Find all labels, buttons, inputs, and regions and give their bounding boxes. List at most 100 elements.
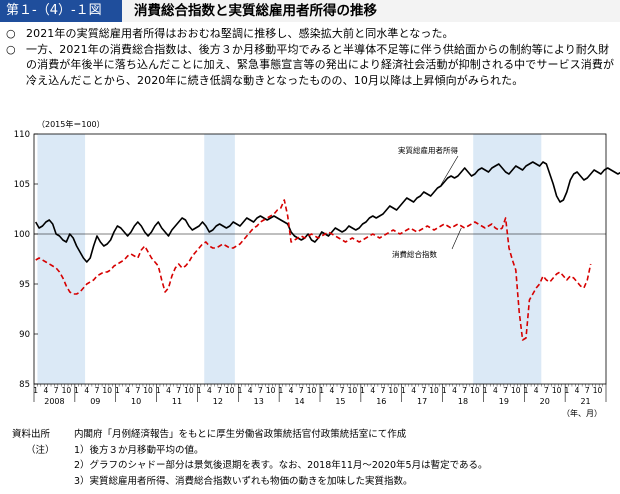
month-tick-label: 10 bbox=[388, 386, 398, 395]
month-tick-label: 1 bbox=[115, 386, 120, 395]
series-lines bbox=[35, 161, 620, 341]
month-tick-label: 10 bbox=[429, 386, 439, 395]
year-label: 16 bbox=[376, 397, 386, 406]
month-tick-label: 4 bbox=[411, 386, 416, 395]
note-row: （注） 1）後方３か月移動平均の値。 bbox=[12, 443, 488, 459]
y-tick-label: 105 bbox=[14, 180, 30, 190]
month-tick-label: 10 bbox=[266, 386, 276, 395]
year-label: 09 bbox=[90, 397, 100, 406]
month-tick-label: 1 bbox=[33, 386, 38, 395]
unit-label: （2015年＝100） bbox=[37, 119, 105, 129]
year-label: 12 bbox=[213, 397, 223, 406]
recession-band bbox=[473, 134, 542, 384]
recession-band bbox=[37, 134, 86, 384]
note-row: 資料出所 内閣府「月例経済報告」をもとに厚生労働省政策統括官付政策統括室にて作成 bbox=[12, 427, 488, 443]
figure-title: 消費総合指数と実質総雇用者所得の推移 bbox=[134, 3, 377, 19]
y-axis: 85 90 95 100 105 110 bbox=[14, 130, 38, 390]
month-tick-label: 1 bbox=[278, 386, 283, 395]
month-tick-label: 7 bbox=[585, 386, 590, 395]
recession-shading bbox=[37, 134, 542, 384]
recession-band bbox=[204, 134, 235, 384]
note-label bbox=[12, 474, 74, 490]
month-tick-label: 7 bbox=[54, 386, 59, 395]
month-tick-label: 4 bbox=[84, 386, 89, 395]
month-tick-label: 4 bbox=[330, 386, 335, 395]
month-tick-label: 10 bbox=[552, 386, 562, 395]
series-line bbox=[35, 199, 592, 341]
note-row: 3）実質総雇用者所得、消費総合指数いずれも物価の動きを加味した実質指数。 bbox=[12, 474, 488, 490]
month-tick-label: 10 bbox=[143, 386, 153, 395]
month-tick-label: 4 bbox=[248, 386, 253, 395]
month-tick-label: 1 bbox=[524, 386, 529, 395]
month-tick-label: 7 bbox=[421, 386, 426, 395]
year-label: 13 bbox=[254, 397, 264, 406]
year-label: 21 bbox=[580, 397, 590, 406]
annotation-leader bbox=[440, 155, 459, 186]
annotation-leader bbox=[451, 227, 462, 250]
month-tick-label: 10 bbox=[348, 386, 358, 395]
y-tick-label: 85 bbox=[19, 380, 30, 390]
year-label: 10 bbox=[131, 397, 141, 406]
year-label: 2008 bbox=[44, 397, 64, 406]
month-tick-label: 4 bbox=[452, 386, 457, 395]
month-tick-label: 7 bbox=[462, 386, 467, 395]
bullet-text: 一方、2021年の消費総合指数は、後方３か月移動平均でみると半導体不足等に伴う供… bbox=[26, 42, 615, 87]
month-tick-label: 1 bbox=[483, 386, 488, 395]
month-tick-label: 7 bbox=[503, 386, 508, 395]
month-tick-label: 1 bbox=[442, 386, 447, 395]
year-label: 17 bbox=[417, 397, 427, 406]
y-tick-label: 100 bbox=[14, 230, 30, 240]
month-tick-label: 10 bbox=[470, 386, 480, 395]
note-text: 1）後方３か月移動平均の値。 bbox=[74, 444, 204, 456]
month-tick-label: 1 bbox=[360, 386, 365, 395]
y-tick-label: 110 bbox=[14, 130, 30, 140]
month-tick-label: 7 bbox=[135, 386, 140, 395]
month-tick-label: 10 bbox=[62, 386, 72, 395]
summary-bullet: ○ 一方、2021年の消費総合指数は、後方３か月移動平均でみると半導体不足等に伴… bbox=[0, 42, 616, 89]
note-text: 2）グラフのシャドー部分は景気後退期を表す。なお、2018年11月～2020年5… bbox=[74, 460, 488, 471]
summary: ○ 2021年の実質総雇用者所得はおおむね堅調に推移し、感染拡大前と同水準となっ… bbox=[0, 26, 616, 88]
month-tick-label: 4 bbox=[370, 386, 375, 395]
month-tick-label: 10 bbox=[102, 386, 112, 395]
note-label bbox=[12, 458, 74, 474]
year-label: 19 bbox=[499, 397, 509, 406]
month-tick-label: 7 bbox=[258, 386, 263, 395]
month-tick-label: 4 bbox=[493, 386, 498, 395]
figure-number: 第１-（4）-１図 bbox=[0, 0, 122, 22]
year-label: 11 bbox=[172, 397, 182, 406]
series-line bbox=[35, 161, 620, 263]
y-tick-label: 95 bbox=[19, 280, 30, 290]
bullet-marker: ○ bbox=[6, 27, 16, 40]
month-tick-label: 4 bbox=[125, 386, 130, 395]
note-text: 3）実質総雇用者所得、消費総合指数いずれも物価の動きを加味した実質指数。 bbox=[74, 475, 413, 487]
month-tick-label: 7 bbox=[217, 386, 222, 395]
month-tick-label: 4 bbox=[166, 386, 171, 395]
month-tick-label: 7 bbox=[340, 386, 345, 395]
month-tick-label: 7 bbox=[544, 386, 549, 395]
notes: 資料出所 内閣府「月例経済報告」をもとに厚生労働省政策統括官付政策統括室にて作成… bbox=[12, 427, 488, 489]
year-label: 18 bbox=[458, 397, 468, 406]
note-label: 資料出所 bbox=[12, 429, 51, 440]
series-annotation: 消費総合指数 bbox=[392, 249, 437, 259]
month-tick-label: 1 bbox=[156, 386, 161, 395]
month-tick-label: 4 bbox=[207, 386, 212, 395]
month-tick-label: 7 bbox=[299, 386, 304, 395]
month-tick-label: 1 bbox=[564, 386, 569, 395]
figure-header: 第１-（4）-１図 消費総合指数と実質総雇用者所得の推移 bbox=[0, 0, 620, 22]
note-text: 内閣府「月例経済報告」をもとに厚生労働省政策統括官付政策統括室にて作成 bbox=[74, 429, 407, 440]
month-tick-label: 1 bbox=[319, 386, 324, 395]
month-tick-label: 4 bbox=[289, 386, 294, 395]
month-tick-label: 10 bbox=[225, 386, 235, 395]
bullet-marker: ○ bbox=[6, 42, 16, 56]
month-tick-label: 4 bbox=[44, 386, 49, 395]
y-tick-label: 90 bbox=[19, 330, 30, 340]
note-row: 2）グラフのシャドー部分は景気後退期を表す。なお、2018年11月～2020年5… bbox=[12, 458, 488, 474]
month-tick-label: 1 bbox=[238, 386, 243, 395]
month-tick-label: 10 bbox=[593, 386, 603, 395]
month-tick-label: 1 bbox=[197, 386, 202, 395]
bullet-text: 2021年の実質総雇用者所得はおおむね堅調に推移し、感染拡大前と同水準となった。 bbox=[26, 27, 454, 40]
month-tick-label: 1 bbox=[401, 386, 406, 395]
month-tick-label: 1 bbox=[74, 386, 79, 395]
